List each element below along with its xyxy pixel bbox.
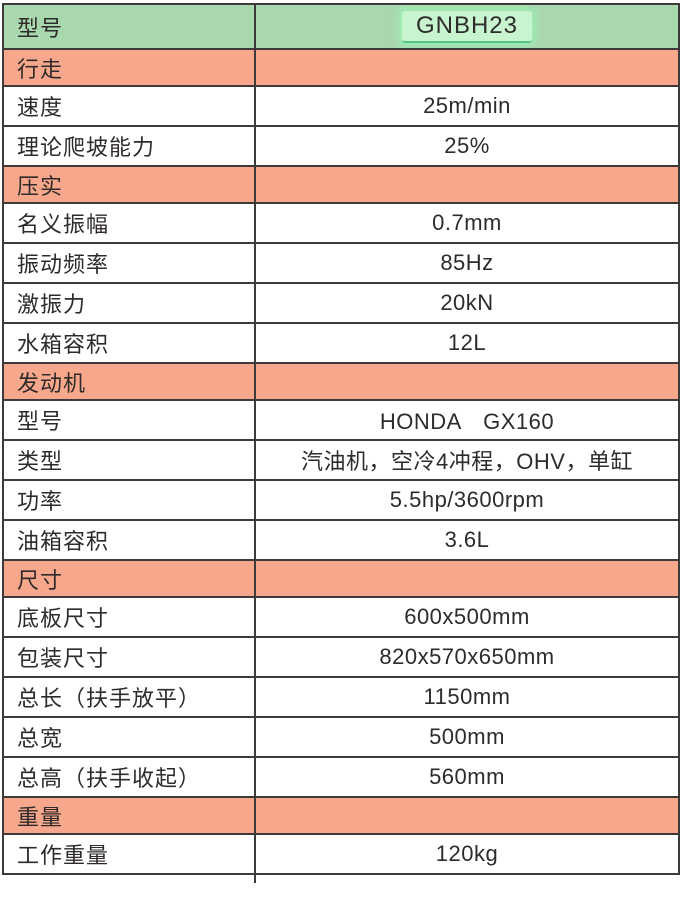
section-label: 行走 [2, 48, 256, 87]
section-empty-cell [254, 796, 680, 835]
spec-value: 20kN [254, 282, 680, 324]
spec-value: 0.7mm [254, 202, 680, 244]
section-label: 压实 [2, 165, 256, 204]
spec-value: 120kg [254, 833, 680, 875]
section-label: 重量 [2, 796, 256, 835]
spec-label: 油箱容积 [2, 519, 256, 561]
spec-value: 25% [254, 125, 680, 167]
section-row-engine: 发动机 [2, 362, 680, 401]
spec-value: 5.5hp/3600rpm [254, 479, 680, 521]
spec-label: 激振力 [2, 282, 256, 324]
spec-row-exciting-force: 激振力 20kN [2, 282, 680, 324]
model-header-row: 型号 GNBH23 [2, 3, 680, 50]
section-empty-cell [254, 48, 680, 87]
spec-value: 3.6L [254, 519, 680, 561]
model-header-label: 型号 [2, 3, 256, 50]
spec-row-packing-size: 包装尺寸 820x570x650mm [2, 636, 680, 678]
spec-row-gradeability: 理论爬坡能力 25% [2, 125, 680, 167]
spec-label: 型号 [2, 399, 256, 441]
section-row-dimensions: 尺寸 [2, 559, 680, 598]
section-label: 尺寸 [2, 559, 256, 598]
spec-value: 25m/min [254, 85, 680, 127]
section-row-travel: 行走 [2, 48, 680, 87]
section-empty-cell [254, 165, 680, 204]
section-empty-cell [254, 362, 680, 401]
spec-label: 速度 [2, 85, 256, 127]
spec-label: 名义振幅 [2, 202, 256, 244]
spec-row-speed: 速度 25m/min [2, 85, 680, 127]
model-number-badge: GNBH23 [401, 10, 533, 43]
model-header-value-cell: GNBH23 [254, 3, 680, 50]
spec-label: 类型 [2, 439, 256, 481]
spec-label: 水箱容积 [2, 322, 256, 364]
spec-row-working-weight: 工作重量 120kg [2, 833, 680, 875]
spec-row-engine-model: 型号 HONDA GX160 [2, 399, 680, 441]
spec-row-power: 功率 5.5hp/3600rpm [2, 479, 680, 521]
spec-row-vibration-frequency: 振动频率 85Hz [2, 242, 680, 284]
table-cutoff-stub [2, 875, 678, 883]
spec-value: 820x570x650mm [254, 636, 680, 678]
section-row-compaction: 压实 [2, 165, 680, 204]
section-empty-cell [254, 559, 680, 598]
spec-label: 理论爬坡能力 [2, 125, 256, 167]
spec-label: 总长（扶手放平） [2, 676, 256, 718]
spec-label: 总宽 [2, 716, 256, 758]
spec-label: 底板尺寸 [2, 596, 256, 638]
section-row-weight: 重量 [2, 796, 680, 835]
spec-row-water-tank: 水箱容积 12L [2, 322, 680, 364]
spec-row-nominal-amplitude: 名义振幅 0.7mm [2, 202, 680, 244]
spec-value: 1150mm [254, 676, 680, 718]
spec-row-total-width: 总宽 500mm [2, 716, 680, 758]
spec-label: 振动频率 [2, 242, 256, 284]
spec-value: 汽油机，空冷4冲程，OHV，单缸 [254, 439, 680, 481]
spec-row-total-height: 总高（扶手收起） 560mm [2, 756, 680, 798]
spec-value: 560mm [254, 756, 680, 798]
spec-value: 500mm [254, 716, 680, 758]
section-label: 发动机 [2, 362, 256, 401]
spec-label: 工作重量 [2, 833, 256, 875]
spec-table: 型号 GNBH23 行走 速度 25m/min 理论爬坡能力 25% 压实 名义… [2, 3, 680, 875]
spec-row-fuel-tank: 油箱容积 3.6L [2, 519, 680, 561]
spec-row-plate-size: 底板尺寸 600x500mm [2, 596, 680, 638]
spec-value: HONDA GX160 [254, 399, 680, 441]
spec-value: 12L [254, 322, 680, 364]
spec-label: 总高（扶手收起） [2, 756, 256, 798]
spec-value: 85Hz [254, 242, 680, 284]
spec-label: 功率 [2, 479, 256, 521]
spec-row-engine-type: 类型 汽油机，空冷4冲程，OHV，单缸 [2, 439, 680, 481]
column-divider-stub [254, 875, 256, 883]
spec-value: 600x500mm [254, 596, 680, 638]
spec-label: 包装尺寸 [2, 636, 256, 678]
spec-row-total-length: 总长（扶手放平） 1150mm [2, 676, 680, 718]
